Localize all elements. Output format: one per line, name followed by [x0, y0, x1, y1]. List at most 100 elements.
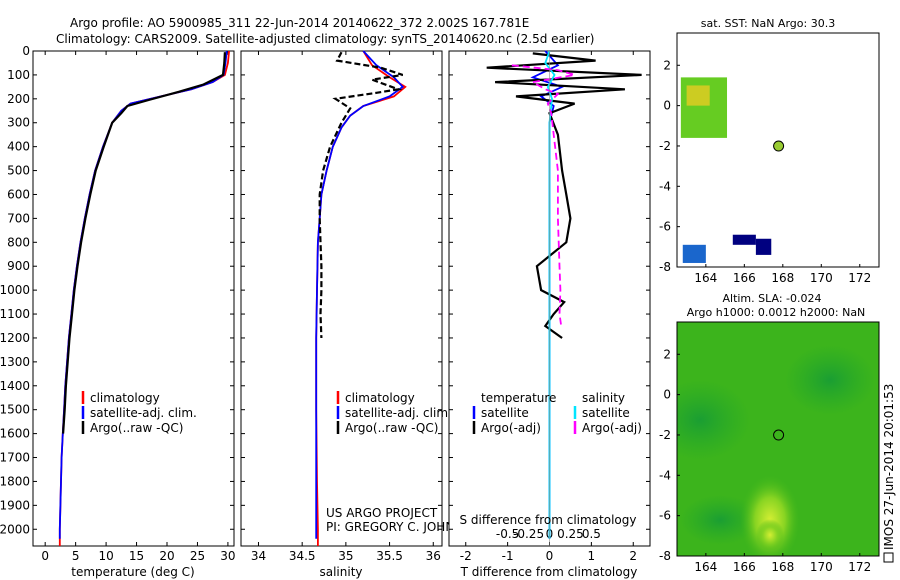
- legend-temperature-header: temperature: [481, 391, 556, 405]
- sla-lat-axis: 2 0 -2 -4 -6 -8: [659, 347, 680, 563]
- salinity-axes-frame: [240, 50, 443, 547]
- sst-argo-position-marker: [773, 140, 785, 152]
- s-difference-label: S difference from climatology: [460, 513, 637, 527]
- depth-tick-label: 2000: [0, 522, 30, 536]
- lat-tick-label: -8: [659, 549, 671, 563]
- sla-low-region: [680, 495, 760, 545]
- sst-data-patch: [686, 85, 710, 106]
- depth-tick-label: 700: [7, 211, 30, 225]
- series-line-argo-raw-qc-: [318, 51, 404, 339]
- lat-tick-label: -2: [659, 139, 671, 153]
- pi-annotation: PI: GREGORY C. JOHNSON: [326, 520, 480, 534]
- legend-satellite-label: satellite-adj. clim.: [345, 406, 452, 420]
- depth-tick-label: 600: [7, 187, 30, 201]
- lon-tick-label: 166: [733, 560, 756, 574]
- legend-t-argo-label: Argo(-adj): [481, 421, 541, 435]
- lon-tick-label: 172: [848, 560, 871, 574]
- x-tick-label: 36: [426, 549, 441, 563]
- sst-map-title: sat. SST: NaN Argo: 30.3: [701, 17, 835, 30]
- imos-logo-icon: [883, 552, 894, 563]
- x-tick-label: -2: [460, 549, 472, 563]
- salinity-y-ticks: [241, 50, 442, 530]
- salinity-xlabel: salinity: [319, 565, 362, 579]
- lon-tick-label: 170: [810, 560, 833, 574]
- depth-axis: 0 100 200 300 400 500 600 700 800 900 1000 1100 1200…: [0, 44, 234, 536]
- difference-y-ticks: [449, 50, 650, 530]
- sla-lon-axis: 164 166 168 170 172: [694, 553, 871, 574]
- depth-tick-label: 1600: [0, 427, 30, 441]
- lat-tick-label: 0: [663, 99, 671, 113]
- s-diff-tick-label: 0.5: [582, 527, 601, 541]
- legend-salinity-header: salinity: [582, 391, 625, 405]
- lon-tick-label: 170: [810, 271, 833, 285]
- lon-tick-label: 166: [733, 271, 756, 285]
- x-tick-label: 5: [72, 549, 80, 563]
- sla-argo-position-marker: [773, 429, 785, 441]
- depth-tick-label: 1500: [0, 403, 30, 417]
- lat-tick-label: -6: [659, 509, 671, 523]
- x-tick-label: -1: [502, 549, 514, 563]
- depth-tick-label: 1000: [0, 283, 30, 297]
- sla-field-shading: [677, 345, 875, 556]
- x-tick-label: 0: [546, 549, 554, 563]
- legend-argo-label: Argo(..raw -QC): [90, 421, 183, 435]
- x-tick-label: 0: [41, 549, 49, 563]
- temperature-x-axis: 0 5 10 15 20 25 30: [41, 51, 236, 563]
- depth-tick-label: 0: [22, 44, 30, 58]
- lon-tick-label: 168: [771, 271, 794, 285]
- salinity-legend: climatology satellite-adj. clim. Argo(..…: [336, 391, 452, 435]
- sla-low-region: [677, 380, 750, 460]
- temperature-axes-frame: [32, 50, 235, 547]
- depth-tick-label: 900: [7, 259, 30, 273]
- legend-s-satellite-label: satellite: [582, 406, 630, 420]
- sla-low-region: [785, 345, 875, 415]
- lat-tick-label: 2: [663, 347, 671, 361]
- series-line-satellite-adj-clim-: [315, 50, 405, 539]
- salinity-panel: 34 34.5 35 35.5 36 salinity climatology sate…: [240, 50, 480, 579]
- lon-tick-label: 164: [694, 560, 717, 574]
- lon-tick-label: 168: [771, 560, 794, 574]
- x-tick-label: 15: [129, 549, 144, 563]
- sst-lat-axis: 2 0 -2 -4 -6 -8: [659, 58, 680, 274]
- legend-t-satellite-label: satellite: [481, 406, 529, 420]
- legend-climatology-label: climatology: [345, 391, 415, 405]
- depth-tick-label: 1900: [0, 498, 30, 512]
- s-diff-tick-label: -0.25: [513, 527, 544, 541]
- t-difference-label: T difference from climatology: [460, 565, 638, 579]
- depth-tick-label: 1400: [0, 379, 30, 393]
- legend-argo-label: Argo(..raw -QC): [345, 421, 438, 435]
- difference-panel: -2 -1 0 1 2 -0.5-0.25 0 0.250.5 S difference f…: [448, 50, 651, 579]
- series-line-argo-raw-qc-: [62, 52, 226, 434]
- header-line1: Argo profile: AO 5900985_311 22-Jun-2014…: [70, 16, 529, 30]
- sst-data-patch: [682, 244, 706, 263]
- imos-timestamp: IMOS 27-Jun-2014 20:01:53: [882, 384, 896, 550]
- depth-tick-label: 400: [7, 140, 30, 154]
- difference-profiles: [486, 50, 642, 546]
- temperature-profiles: [58, 50, 230, 546]
- sla-map-title-2: Argo h1000: 0.0012 h2000: NaN: [687, 306, 866, 319]
- salinity-profiles: [315, 50, 407, 546]
- legend-s-argo-label: Argo(-adj): [582, 421, 642, 435]
- depth-tick-label: 1700: [0, 451, 30, 465]
- x-tick-label: 1: [588, 549, 596, 563]
- project-annotation: US ARGO PROJECT: [326, 506, 438, 520]
- s-difference-x-axis: -0.5-0.25 0 0.250.5: [496, 527, 601, 541]
- x-tick-label: 20: [159, 549, 174, 563]
- lat-tick-label: -4: [659, 179, 671, 193]
- temperature-legend: climatology satellite-adj. clim. Argo(..…: [81, 391, 197, 435]
- header-line2: Climatology: CARS2009. Satellite-adjuste…: [56, 32, 594, 46]
- x-tick-label: 34: [251, 549, 266, 563]
- depth-tick-label: 1200: [0, 331, 30, 345]
- depth-tick-label: 300: [7, 116, 30, 130]
- x-tick-label: 30: [220, 549, 235, 563]
- lat-tick-label: -8: [659, 260, 671, 274]
- s-diff-tick-label: 0.25: [557, 527, 584, 541]
- lat-tick-label: -4: [659, 468, 671, 482]
- x-tick-label: 35.5: [376, 549, 403, 563]
- x-tick-label: 35: [338, 549, 353, 563]
- sla-peak-region: [756, 519, 784, 551]
- series-line-salinity-argo-adj-: [511, 64, 575, 327]
- lon-tick-label: 172: [848, 271, 871, 285]
- depth-tick-label: 200: [7, 92, 30, 106]
- x-tick-label: 10: [98, 549, 113, 563]
